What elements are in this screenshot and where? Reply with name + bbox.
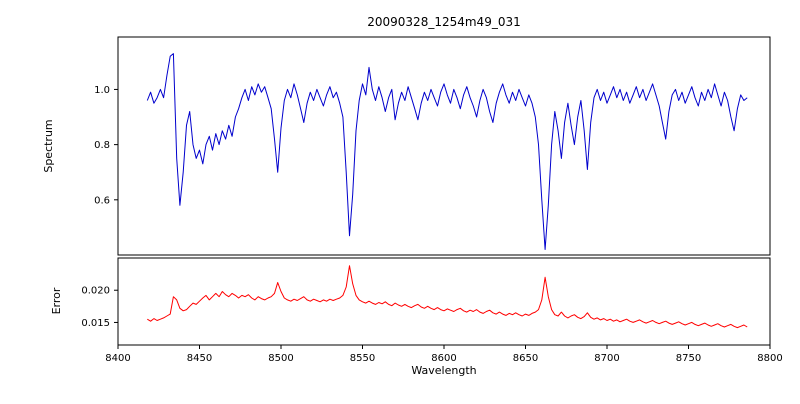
x-tick-label: 8550 — [350, 353, 375, 364]
error-line — [147, 265, 748, 329]
x-tick-label: 8650 — [513, 353, 538, 364]
spectrum-line — [146, 53, 748, 250]
x-axis-label: Wavelength — [411, 364, 476, 377]
plot-dynamic-layer: 0.6 0.8 1.0 0.015 0.020 8400 8450 8500 8550 8600 8… — [81, 53, 783, 364]
y-tick-label: 0.8 — [94, 140, 110, 151]
y-axis-label-error: Error — [50, 287, 63, 314]
x-tick-label: 8800 — [757, 353, 782, 364]
x-tick-label: 8700 — [594, 353, 619, 364]
x-tick-label: 8600 — [431, 353, 456, 364]
x-tick-label: 8500 — [268, 353, 293, 364]
x-tick-label: 8750 — [676, 353, 701, 364]
x-tick-label: 8400 — [105, 353, 130, 364]
y-axis-label-spectrum: Spectrum — [42, 119, 55, 172]
y-tick-label: 0.015 — [81, 318, 110, 329]
error-axes-frame — [117, 257, 771, 346]
y-tick-label: 0.020 — [81, 286, 110, 297]
y-tick-label: 0.6 — [94, 195, 110, 206]
x-tick-label: 8450 — [187, 353, 212, 364]
y-tick-label: 1.0 — [94, 85, 110, 96]
spectrum-axes-frame — [117, 36, 771, 256]
chart-title: 20090328_1254m49_031 — [367, 15, 520, 29]
